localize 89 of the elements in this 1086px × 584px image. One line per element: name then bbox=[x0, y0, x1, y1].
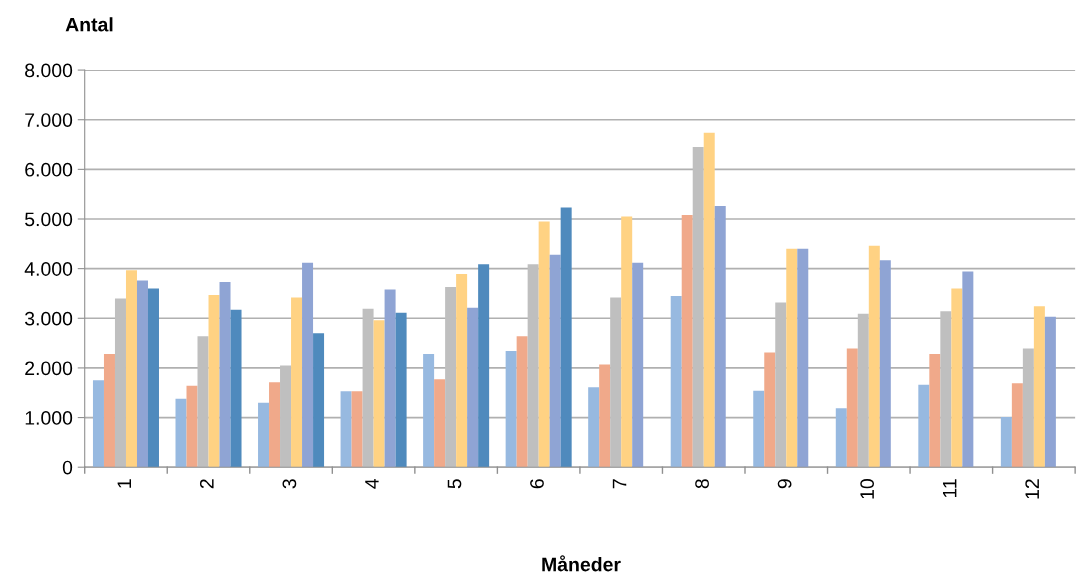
bar bbox=[962, 271, 974, 468]
x-tick-label: 4 bbox=[365, 478, 379, 489]
y-tick-label: 3.000 bbox=[24, 311, 73, 326]
x-tick-label: 5 bbox=[447, 479, 462, 489]
bar bbox=[1033, 306, 1045, 468]
bar bbox=[588, 387, 600, 468]
bar bbox=[313, 333, 325, 468]
bar bbox=[395, 312, 407, 468]
bar bbox=[197, 336, 209, 468]
bar bbox=[940, 311, 952, 468]
bar bbox=[538, 221, 550, 468]
bar bbox=[384, 289, 396, 468]
bar bbox=[1000, 417, 1012, 468]
bar bbox=[786, 248, 798, 468]
bar bbox=[302, 262, 314, 468]
x-tick-label: 10 bbox=[860, 479, 875, 499]
y-axis-title: Antal bbox=[65, 17, 113, 32]
bar bbox=[527, 264, 539, 468]
bar bbox=[599, 364, 611, 468]
bar bbox=[92, 380, 104, 468]
bar bbox=[764, 352, 776, 468]
bar bbox=[951, 288, 963, 468]
bar bbox=[714, 206, 726, 468]
bar bbox=[423, 354, 435, 468]
y-tick-label: 7.000 bbox=[25, 113, 73, 127]
bar bbox=[269, 382, 281, 468]
y-tick-label: 2.000 bbox=[25, 361, 73, 376]
bar bbox=[632, 262, 644, 468]
bar bbox=[560, 207, 572, 468]
bar bbox=[340, 391, 352, 468]
bar bbox=[775, 302, 787, 468]
bar bbox=[918, 384, 930, 468]
bar bbox=[610, 297, 622, 468]
y-tick-label: 6.000 bbox=[25, 162, 73, 177]
bar bbox=[125, 270, 137, 468]
y-tick-label: 4.000 bbox=[24, 262, 73, 276]
bar bbox=[208, 294, 220, 468]
bar bbox=[175, 398, 187, 468]
bar bbox=[753, 390, 765, 468]
bar bbox=[1022, 348, 1034, 468]
x-tick-label: 7 bbox=[612, 479, 627, 489]
bar bbox=[505, 351, 517, 468]
bar bbox=[703, 132, 715, 468]
bar bbox=[516, 336, 528, 468]
bar bbox=[868, 245, 880, 468]
bar bbox=[434, 379, 446, 468]
bar bbox=[929, 354, 941, 468]
x-tick-label: 8 bbox=[695, 479, 709, 489]
x-tick-label: 9 bbox=[777, 479, 792, 489]
bar bbox=[351, 391, 363, 468]
y-tick-label: 0 bbox=[62, 460, 73, 475]
bar bbox=[1044, 316, 1056, 468]
x-tick-label: 11 bbox=[942, 479, 957, 498]
bar bbox=[219, 282, 231, 468]
x-tick-label: 2 bbox=[199, 479, 214, 489]
bar bbox=[549, 254, 561, 468]
bar bbox=[467, 307, 479, 468]
bar bbox=[670, 295, 682, 468]
bar bbox=[1011, 383, 1023, 468]
x-tick-label: 6 bbox=[530, 479, 544, 489]
bar bbox=[373, 320, 385, 468]
x-tick-label: 12 bbox=[1025, 479, 1039, 499]
x-axis-title: Måneder bbox=[542, 555, 621, 572]
bar bbox=[879, 260, 891, 468]
bar bbox=[291, 297, 303, 468]
y-tick-label: 5.000 bbox=[25, 212, 73, 227]
y-tick-label: 1.000 bbox=[25, 411, 73, 425]
bar bbox=[681, 215, 693, 468]
x-tick-label: 3 bbox=[282, 479, 297, 489]
bar bbox=[147, 288, 159, 468]
bar bbox=[280, 365, 292, 468]
bar bbox=[835, 408, 847, 468]
bar bbox=[136, 280, 148, 468]
bar bbox=[114, 298, 126, 468]
bar bbox=[846, 348, 858, 468]
bar bbox=[692, 147, 704, 468]
bar bbox=[103, 354, 115, 468]
bar bbox=[186, 385, 198, 468]
y-tick-label: 8.000 bbox=[25, 63, 73, 78]
bar bbox=[621, 216, 633, 468]
bar bbox=[445, 287, 457, 468]
bar bbox=[456, 274, 468, 468]
bar bbox=[478, 264, 490, 468]
bar bbox=[362, 308, 374, 468]
bar bbox=[857, 313, 869, 468]
x-tick-label: 1 bbox=[117, 479, 131, 488]
bar bbox=[258, 402, 270, 468]
bar bbox=[230, 309, 242, 468]
bar bbox=[797, 248, 809, 468]
